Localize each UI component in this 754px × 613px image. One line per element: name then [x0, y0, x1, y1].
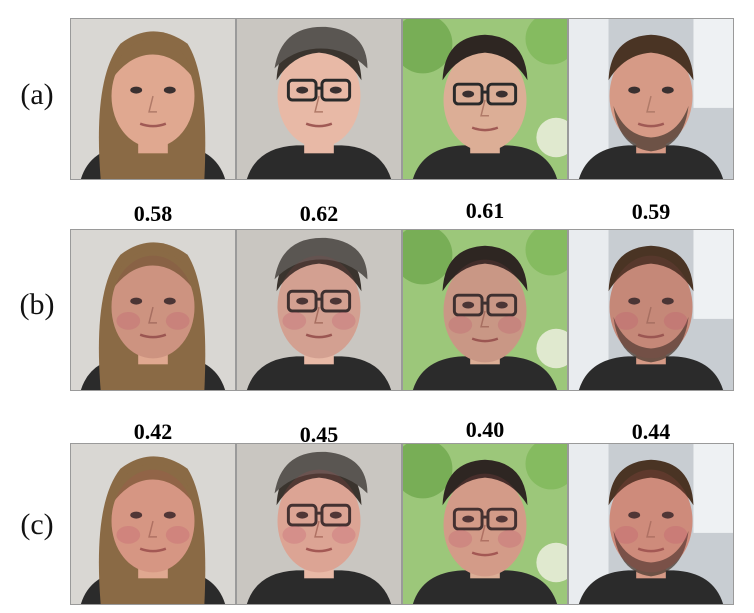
face-image-a-1	[70, 18, 236, 180]
score-c-3: 0.40	[465, 417, 505, 442]
row-label-b: (b)	[19, 288, 55, 321]
row-label-c: (c)	[20, 508, 54, 541]
face-image-c-2	[236, 443, 402, 605]
face-image-a-3	[402, 18, 568, 180]
score-b-1: 0.58	[133, 201, 173, 226]
face-image-c-1	[70, 443, 236, 605]
face-image-b-4	[568, 229, 734, 391]
score-b-4: 0.59	[631, 199, 671, 224]
face-image-c-3	[402, 443, 568, 605]
face-image-b-3	[402, 229, 568, 391]
face-image-b-2	[236, 229, 402, 391]
face-image-a-4	[568, 18, 734, 180]
row-label-a: (a)	[20, 78, 54, 111]
score-b-3: 0.61	[465, 198, 505, 223]
face-image-c-4	[568, 443, 734, 605]
face-image-a-2	[236, 18, 402, 180]
score-c-4: 0.44	[631, 419, 671, 444]
score-c-1: 0.42	[133, 419, 173, 444]
score-c-2: 0.45	[299, 422, 339, 447]
face-image-b-1	[70, 229, 236, 391]
score-b-2: 0.62	[299, 201, 339, 226]
